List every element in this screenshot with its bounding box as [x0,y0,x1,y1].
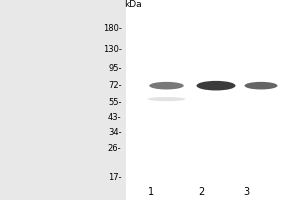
Text: 3: 3 [243,187,249,197]
Text: 34-: 34- [108,128,122,137]
Text: 2: 2 [198,187,204,197]
Text: 72-: 72- [108,81,122,90]
Text: 43-: 43- [108,113,122,122]
Text: 55-: 55- [108,98,122,107]
Ellipse shape [149,82,184,89]
Bar [126,0,300,200]
Text: 130-: 130- [103,45,122,54]
Text: kDa: kDa [124,0,142,9]
Text: 95-: 95- [108,64,122,73]
Ellipse shape [196,81,236,90]
Text: 180-: 180- [103,24,122,33]
Ellipse shape [244,82,278,89]
Ellipse shape [148,97,185,101]
Text: 17-: 17- [108,172,122,182]
Text: 26-: 26- [108,144,122,153]
Text: 1: 1 [148,187,154,197]
